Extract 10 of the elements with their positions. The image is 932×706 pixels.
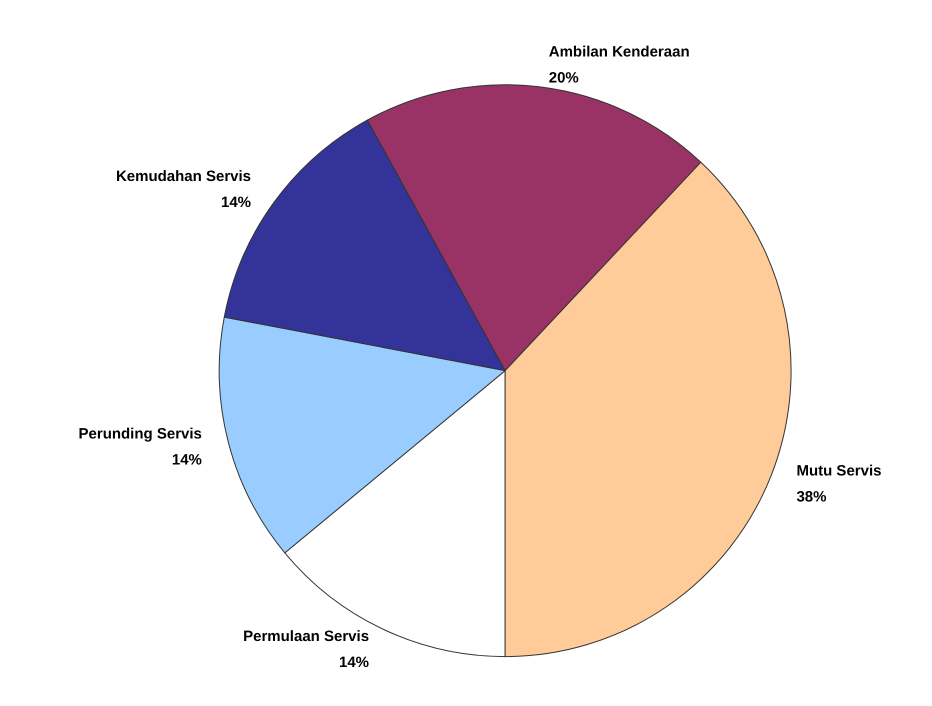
slice-label: Perunding Servis bbox=[78, 426, 202, 443]
slice-label: Kemudahan Servis bbox=[116, 168, 252, 186]
slice-label: Mutu Servis bbox=[796, 462, 882, 480]
data-label: 20% bbox=[548, 70, 579, 87]
data-label: 14% bbox=[220, 194, 252, 212]
slice-label: Ambilan Kenderaan bbox=[548, 44, 690, 61]
data-label: 14% bbox=[172, 452, 202, 469]
slice-label: Permulaan Servis bbox=[243, 628, 370, 645]
data-label: 14% bbox=[339, 654, 370, 671]
data-label: 38% bbox=[796, 488, 826, 506]
